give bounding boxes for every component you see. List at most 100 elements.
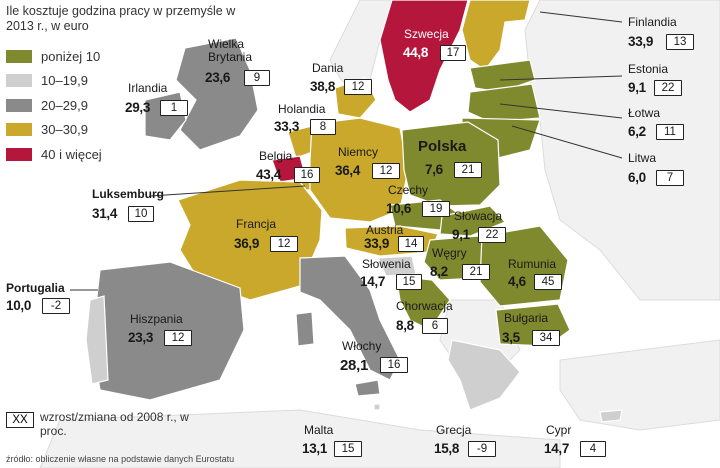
country-name-czech: Czechy [388,183,429,197]
country-value-ireland: 29,3 [125,100,151,115]
country-value-netherlands: 33,3 [274,119,300,134]
country-name-belgium: Belgia [259,149,293,163]
country-change-france: 12 [270,236,298,252]
leader-luxembourg [149,185,306,197]
country-value-portugal: 10,0 [6,298,32,313]
country-value-hungary: 8,2 [430,264,448,279]
cyprus-shape [599,409,623,423]
legend-swatch [6,147,32,161]
country-change-cyprus: 4 [580,441,606,457]
legend-label: 20–29,9 [41,97,88,113]
country-change-denmark: 12 [344,79,372,95]
legend-row: 10–19,9 [6,69,102,94]
country-name-lithuania: Litwa [628,151,657,165]
sicily-shape [354,379,381,397]
finland-shape [461,0,531,71]
sweden-shape [379,0,469,113]
legend-row: 30–30,9 [6,118,102,143]
country-name-sweden: Szwecja [404,27,449,41]
country-value-italy: 28,1 [340,357,368,374]
country-change-romania: 45 [534,274,562,290]
country-name-netherlands: Holandia [278,102,326,116]
legend-swatch [6,49,32,63]
country-change-luxembourg: 10 [128,206,154,222]
legend-row: 40 i więcej [6,142,102,167]
greece-shape [447,339,521,411]
country-name-slovakia: Słowacja [454,209,503,223]
leader-estonia [499,75,623,81]
country-change-sweden: 17 [440,45,466,61]
country-change-slovenia: 15 [396,274,422,290]
country-name-malta: Malta [304,423,334,437]
country-change-italy: 16 [380,357,408,373]
legend-row: 20–29,9 [6,93,102,118]
latvia-shape [467,83,541,123]
country-value-poland: 7,6 [425,162,443,177]
source-text: źródło: obliczenie własne na podstawie d… [6,454,235,464]
country-value-luxembourg: 31,4 [92,206,118,221]
portugal-shape [85,295,109,385]
country-change-greece: -9 [468,441,496,457]
country-change-latvia: 11 [656,124,684,140]
country-change-portugal: -2 [42,298,70,314]
country-name-poland: Polska [418,138,467,155]
turkey-shape [559,339,720,431]
country-change-germany: 12 [372,163,400,179]
country-change-netherlands: 8 [310,119,336,135]
country-value-bulgaria: 3,5 [502,330,520,345]
country-name-slovenia: Słowenia [362,257,411,271]
legend-row: poniżej 10 [6,44,102,69]
country-change-belgium: 16 [294,167,320,183]
map-title: Ile kosztuje godzina pracy w przemyśle w… [6,4,236,33]
country-change-malta: 15 [334,441,362,457]
country-name-croatia: Chorwacja [396,299,453,313]
country-change-uk: 9 [244,70,270,86]
country-change-austria: 14 [398,236,424,252]
poland-shape [401,121,501,207]
country-value-latvia: 6,2 [628,124,646,139]
country-value-belgium: 43,4 [256,167,282,182]
country-change-finland: 13 [666,34,694,50]
country-change-croatia: 6 [422,318,448,334]
leader-latvia [499,103,623,119]
country-name-hungary: Węgry [432,246,467,260]
legend: poniżej 10 10–19,9 20–29,9 30–30,9 40 i … [6,44,102,167]
country-value-estonia: 9,1 [628,80,646,95]
country-name-uk: Wielka Brytania [208,37,253,64]
country-name-italy: Włochy [342,339,382,353]
uk-shape [175,37,259,151]
leader-finland [539,11,623,23]
country-value-finland: 33,9 [628,34,654,49]
country-change-lithuania: 7 [656,170,684,186]
leader-lithuania [511,125,623,159]
country-name-austria: Austria [366,223,404,237]
country-value-slovakia: 9,1 [452,227,470,242]
country-change-estonia: 22 [654,80,682,96]
country-name-romania: Rumunia [508,257,557,271]
legend-swatch [6,74,32,88]
country-value-france: 36,9 [234,236,260,251]
country-value-denmark: 38,8 [310,79,336,94]
country-name-cyprus: Cypr [546,423,572,437]
country-name-finland: Finlandia [628,15,677,29]
country-value-greece: 15,8 [434,441,460,456]
country-value-slovenia: 14,7 [360,274,386,289]
country-value-czech: 10,6 [386,201,412,216]
country-change-spain: 12 [164,330,192,346]
country-value-germany: 36,4 [335,163,361,178]
country-change-poland: 21 [454,162,482,178]
legend-label: poniżej 10 [41,48,101,64]
legend-label: 10–19,9 [41,73,88,89]
country-name-estonia: Estonia [628,62,669,76]
country-change-czech: 19 [422,201,450,217]
country-change-slovakia: 22 [478,227,506,243]
country-value-malta: 13,1 [302,441,328,456]
country-change-hungary: 21 [462,264,490,280]
country-value-lithuania: 6,0 [628,170,646,185]
country-name-germany: Niemcy [338,145,379,159]
country-name-luxembourg: Luksemburg [92,187,165,201]
country-value-sweden: 44,8 [403,45,429,60]
country-change-ireland: 1 [160,100,188,116]
